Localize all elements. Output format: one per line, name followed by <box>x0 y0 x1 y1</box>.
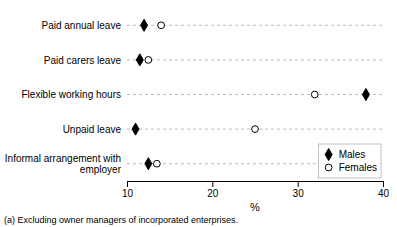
y-tick: Unpaid leave <box>63 124 127 135</box>
x-tick: 20 <box>207 181 219 199</box>
y-tick: Paid annual leave <box>41 20 127 31</box>
dot <box>311 91 318 98</box>
legend-marker <box>325 148 332 160</box>
dot <box>158 22 165 29</box>
dot <box>252 126 259 133</box>
legend-label: Males <box>339 149 366 160</box>
x-tick: 40 <box>378 181 390 199</box>
legend-label: Females <box>339 162 377 173</box>
legend-item: Males <box>325 148 365 160</box>
footnote: (a) Excluding owner managers of incorpor… <box>4 215 238 225</box>
dot <box>136 54 143 66</box>
x-tick-mark <box>383 181 384 187</box>
legend: Males Females <box>319 144 381 178</box>
x-tick-label: 30 <box>293 188 305 199</box>
dot <box>362 88 369 100</box>
legend-item: Females <box>325 162 377 173</box>
y-axis: Paid annual leave Paid carers leave Flexib… <box>5 20 127 175</box>
x-axis-line <box>128 182 384 188</box>
grid-line <box>127 25 383 26</box>
dot <box>132 123 139 135</box>
dot <box>153 160 160 167</box>
x-tick: 10 <box>122 181 134 199</box>
y-tick-label: Flexible working hours <box>22 89 122 100</box>
y-tick: Paid carers leave <box>44 55 127 66</box>
y-tick-label: Unpaid leave <box>63 124 122 135</box>
dot <box>145 158 152 170</box>
x-tick-mark <box>127 181 128 187</box>
x-tick-mark <box>212 181 213 187</box>
x-tick-label: 10 <box>122 188 134 199</box>
dot <box>141 19 148 31</box>
y-tick-label: Informal arrangement withemployer <box>5 153 122 175</box>
y-tick-label: Paid carers leave <box>44 55 122 66</box>
dot <box>145 57 152 64</box>
grid-line <box>127 59 383 60</box>
y-tick-label: Paid annual leave <box>41 20 121 31</box>
x-tick: 30 <box>293 181 305 199</box>
chart: 10 20 30 40 Paid annual leave Paid carers lea… <box>0 0 397 227</box>
series <box>145 22 318 167</box>
x-tick-mark <box>298 181 299 187</box>
x-tick-label: 40 <box>378 188 390 199</box>
legend-box <box>319 144 381 178</box>
grid-line <box>127 94 383 95</box>
x-tick-label: 20 <box>207 188 219 199</box>
x-axis: 10 20 30 40 <box>122 181 390 199</box>
x-axis-title: % <box>250 201 260 213</box>
y-tick: Flexible working hours <box>22 89 128 100</box>
grid <box>127 25 383 163</box>
y-tick: Informal arrangement withemployer <box>5 153 127 175</box>
legend-marker <box>325 164 332 171</box>
